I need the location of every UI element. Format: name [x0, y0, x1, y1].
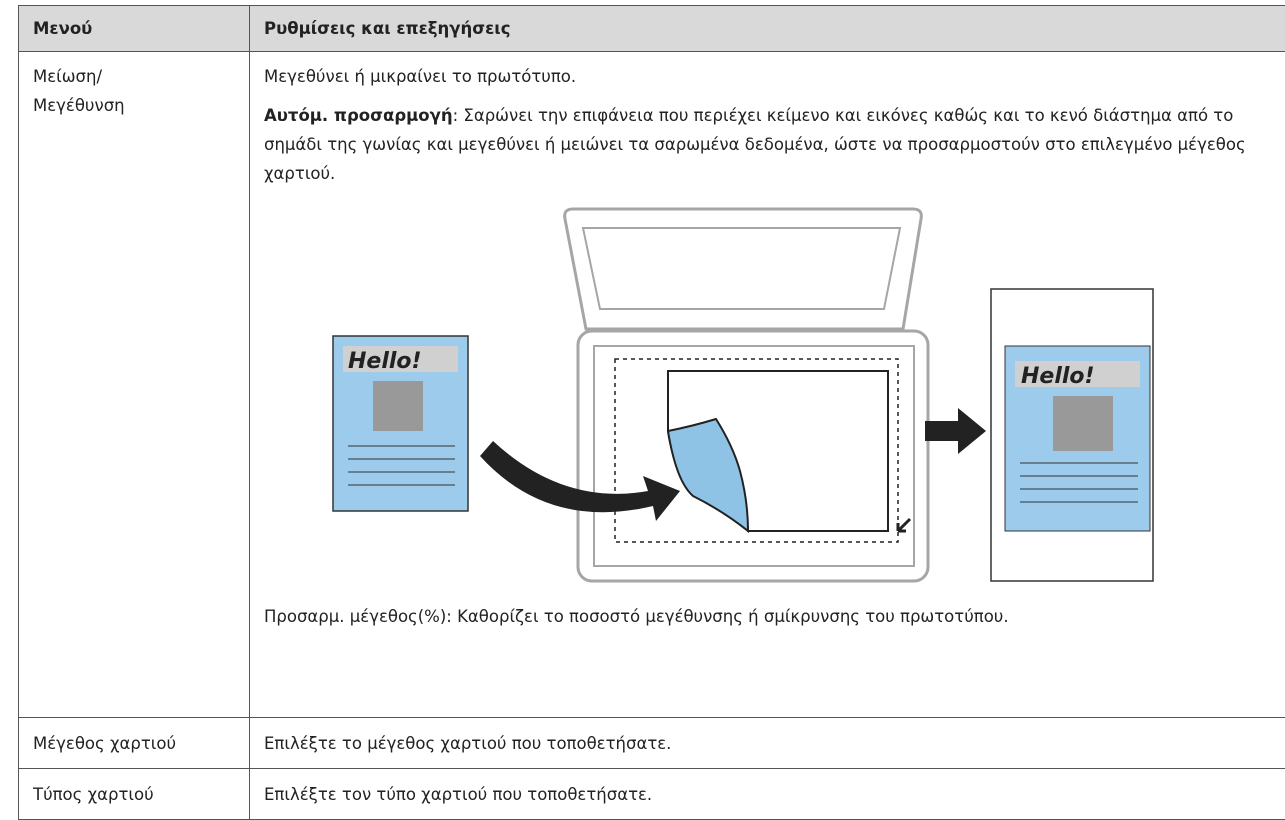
original-label: Hello! — [348, 349, 422, 374]
header-cell: Ρυθμίσεις και επεξηγήσεις — [250, 6, 1285, 52]
header-row: Μενού Ρυθμίσεις και επεξηγήσεις — [19, 6, 1285, 52]
row: Μέγεθος χαρτιού Επιλέξτε το μέγεθος χαρτ… — [19, 718, 1285, 769]
paragraph: Μεγεθύνει ή μικραίνει το πρωτότυπο. — [264, 62, 1271, 91]
lid-glass — [583, 228, 900, 309]
paragraph: Αυτόμ. προσαρμογή: Σαρώνει την επιφάνεια… — [264, 101, 1271, 188]
description-cell: Επιλέξτε τον τύπο χαρτιού που τοποθετήσα… — [250, 769, 1285, 820]
term: Αυτόμ. προσαρμογή — [264, 106, 453, 125]
illustration: Hello! Hello! — [250, 196, 1250, 596]
description-cell: Μεγεθύνει ή μικραίνει το πρωτότυπο. Αυτό… — [250, 52, 1285, 718]
paragraph: Προσαρμ. μέγεθος(%): Καθορίζει το ποσοστ… — [264, 602, 1271, 631]
menu-cell: Τύπος χαρτιού — [19, 769, 250, 820]
header-cell: Μενού — [19, 6, 250, 52]
row: Τύπος χαρτιού Επιλέξτε τον τύπο χαρτιού … — [19, 769, 1285, 820]
settings-table: Μενού Ρυθμίσεις και επεξηγήσεις Μείωση/ … — [18, 5, 1285, 820]
menu-cell: Μέγεθος χαρτιού — [19, 718, 250, 769]
menu-cell: Μείωση/ Μεγέθυνση — [19, 52, 250, 718]
arrow — [925, 408, 986, 454]
description-cell: Επιλέξτε το μέγεθος χαρτιού που τοποθετή… — [250, 718, 1285, 769]
row: Μείωση/ Μεγέθυνση Μεγεθύνει ή μικραίνει … — [19, 52, 1285, 718]
result-label: Hello! — [1021, 364, 1095, 389]
photo — [373, 381, 423, 431]
photo — [1053, 396, 1113, 451]
